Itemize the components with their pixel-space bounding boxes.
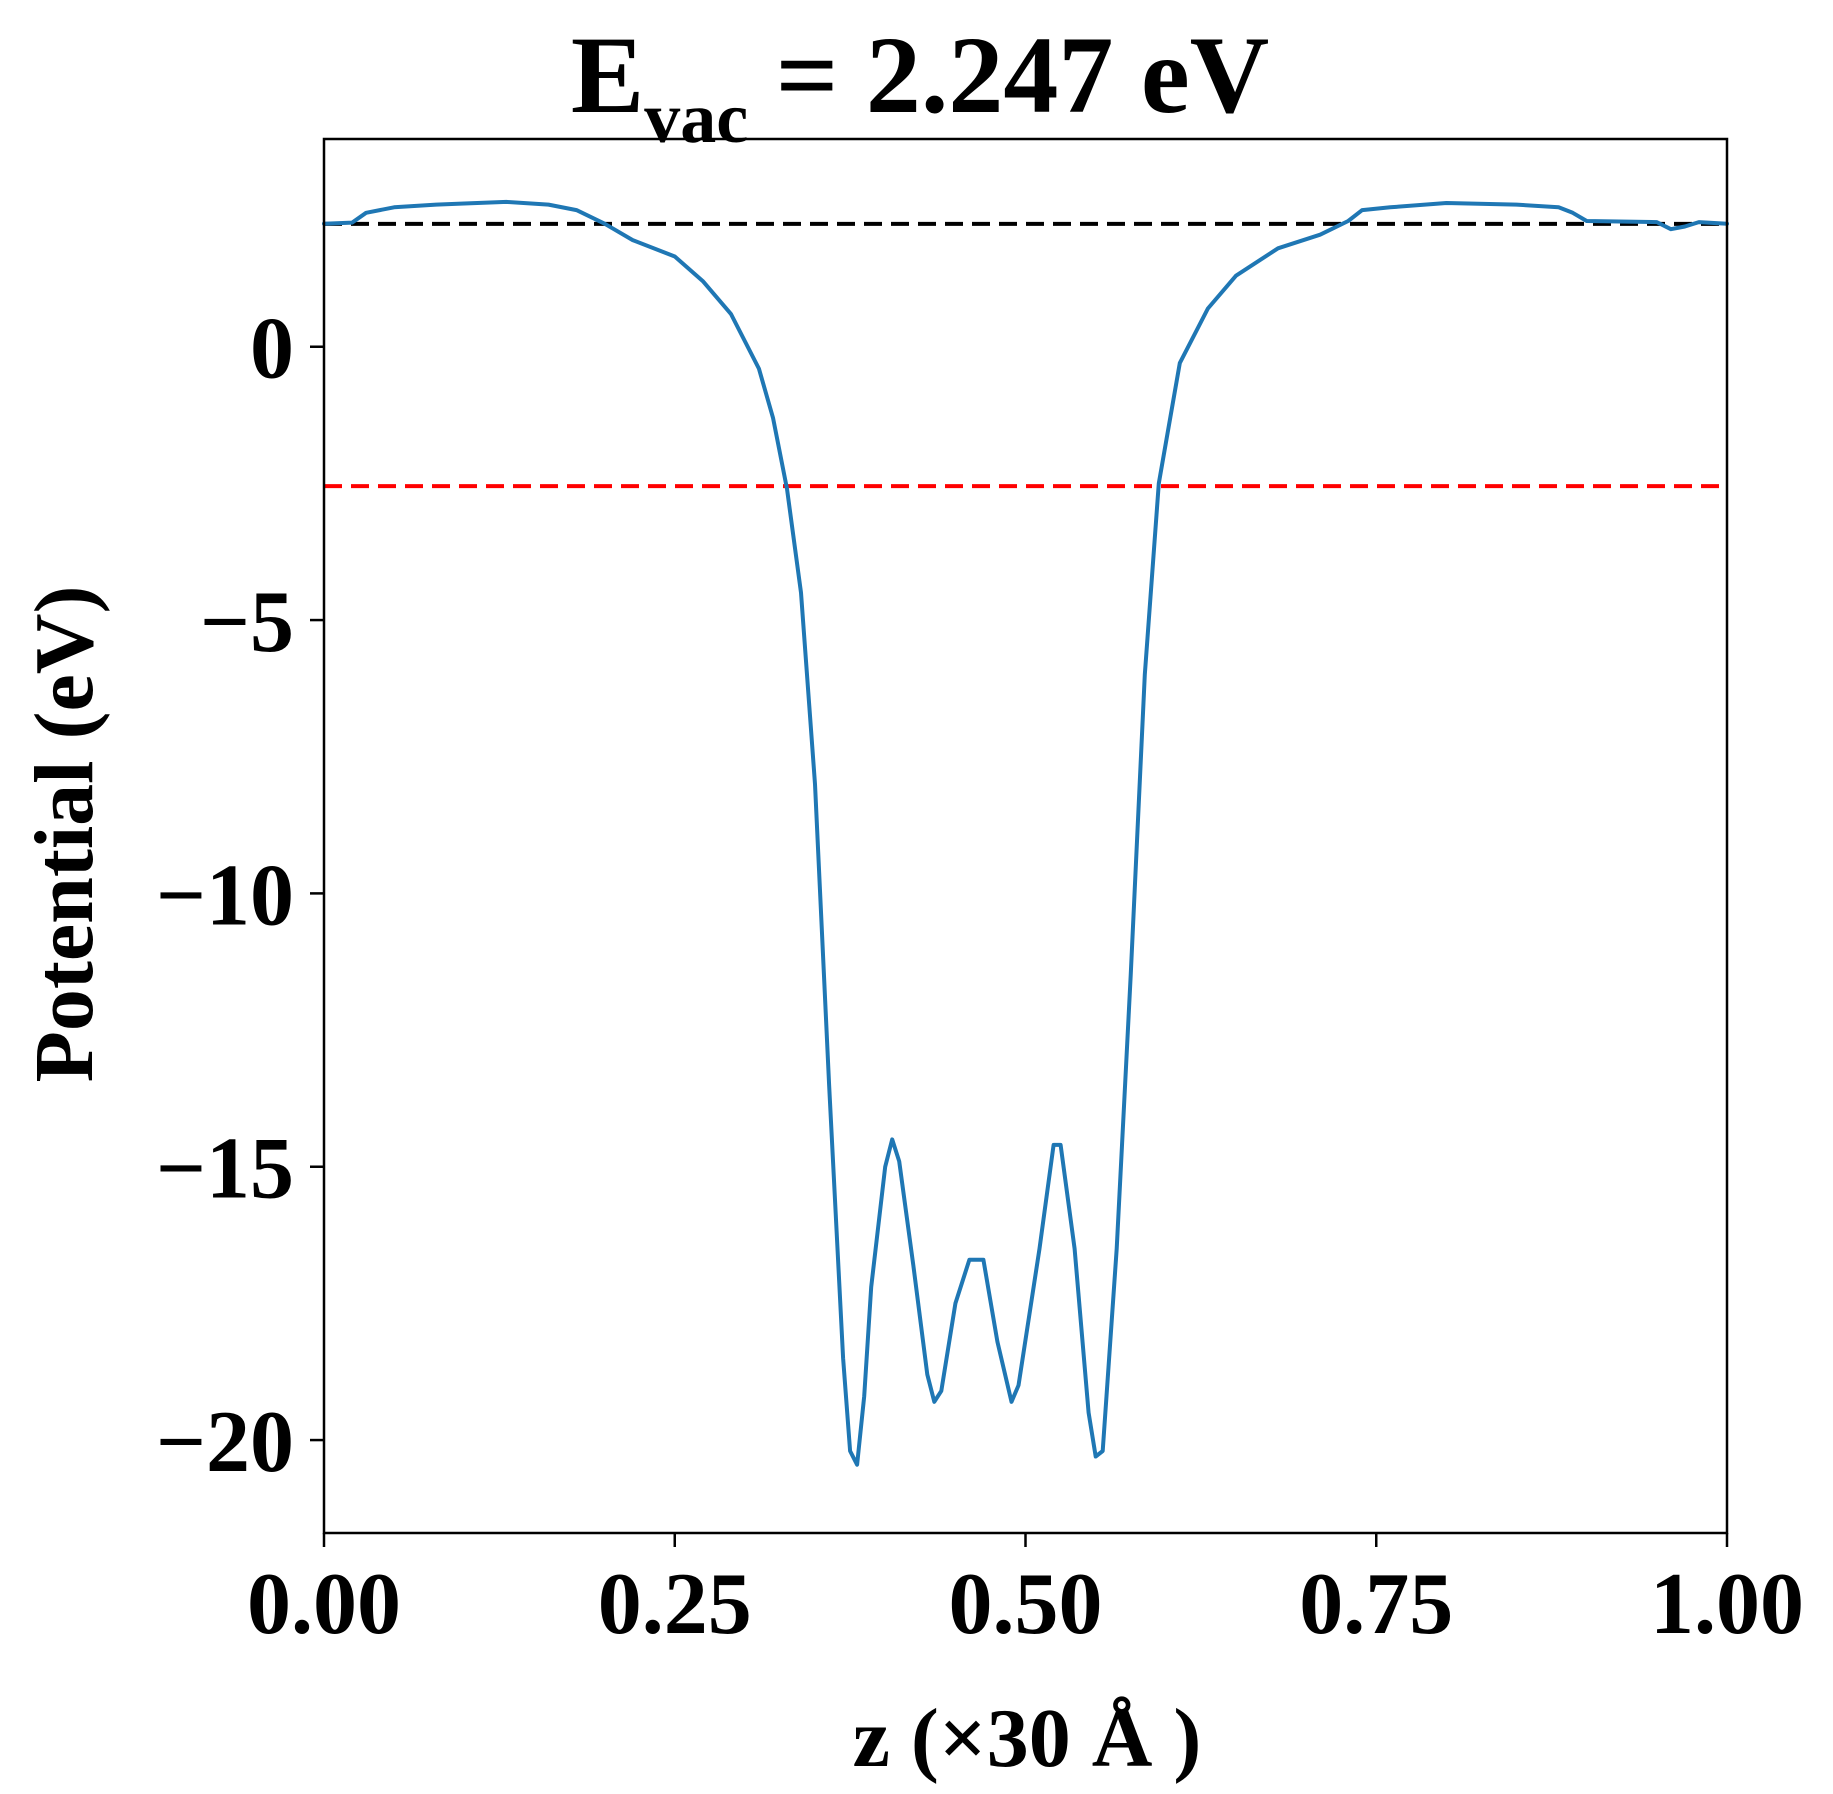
- series-lines: [322, 199, 1729, 1467]
- reference-lines: [324, 221, 1727, 489]
- y-axis-label: Potential (eV): [18, 586, 111, 1083]
- x-tick-label: 0.25: [598, 1556, 752, 1653]
- x-axis-label: z (×30 Å ): [853, 1692, 1202, 1785]
- y-tick-label: −20: [156, 1394, 294, 1491]
- y-tick-label: −5: [200, 574, 294, 671]
- x-tick-label: 0.75: [1299, 1556, 1453, 1653]
- x-ticks: 0.00 0.25 0.50 0.75 1.00: [247, 1533, 1804, 1653]
- x-tick-label: 1.00: [1650, 1556, 1804, 1653]
- y-tick-label: −15: [156, 1121, 294, 1218]
- series-line-0: [322, 199, 1729, 1467]
- x-tick-label: 0.00: [247, 1556, 401, 1653]
- title-prefix: E: [571, 14, 644, 136]
- title-subscript: vac: [644, 78, 748, 158]
- chart-title: Evac = 2.247 eV: [571, 14, 1269, 158]
- y-tick-label: −10: [156, 847, 294, 944]
- plot-frame: [322, 137, 1729, 1535]
- y-tick-label: 0: [250, 301, 294, 398]
- title-suffix: = 2.247 eV: [748, 14, 1269, 136]
- y-ticks: 0 −5 −10 −15 −20: [156, 301, 324, 1491]
- x-tick-label: 0.50: [949, 1556, 1103, 1653]
